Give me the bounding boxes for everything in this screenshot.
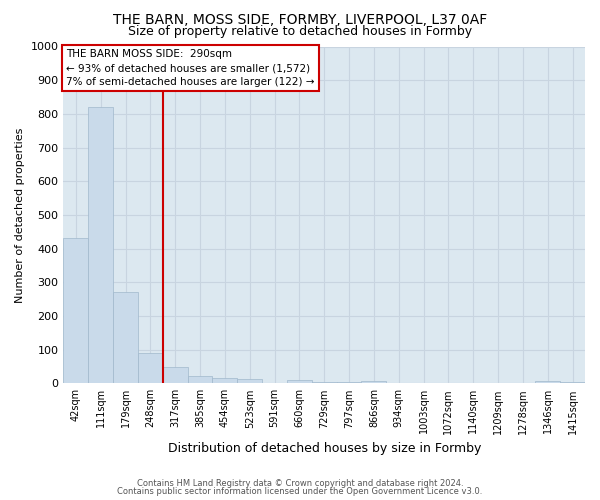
- Bar: [361, 381, 386, 384]
- Bar: [163, 367, 188, 384]
- Text: Contains public sector information licensed under the Open Government Licence v3: Contains public sector information licen…: [118, 487, 482, 496]
- X-axis label: Distribution of detached houses by size in Formby: Distribution of detached houses by size …: [167, 442, 481, 455]
- Bar: [337, 382, 361, 384]
- Bar: [138, 353, 163, 384]
- Bar: [312, 382, 337, 384]
- Bar: [64, 238, 88, 384]
- Bar: [535, 380, 560, 384]
- Bar: [188, 376, 212, 384]
- Bar: [560, 382, 585, 384]
- Bar: [88, 107, 113, 384]
- Bar: [237, 380, 262, 384]
- Y-axis label: Number of detached properties: Number of detached properties: [15, 127, 25, 302]
- Text: THE BARN MOSS SIDE:  290sqm
← 93% of detached houses are smaller (1,572)
7% of s: THE BARN MOSS SIDE: 290sqm ← 93% of deta…: [66, 49, 314, 87]
- Bar: [212, 378, 237, 384]
- Text: Contains HM Land Registry data © Crown copyright and database right 2024.: Contains HM Land Registry data © Crown c…: [137, 478, 463, 488]
- Bar: [287, 380, 312, 384]
- Text: Size of property relative to detached houses in Formby: Size of property relative to detached ho…: [128, 25, 472, 38]
- Bar: [113, 292, 138, 384]
- Text: THE BARN, MOSS SIDE, FORMBY, LIVERPOOL, L37 0AF: THE BARN, MOSS SIDE, FORMBY, LIVERPOOL, …: [113, 12, 487, 26]
